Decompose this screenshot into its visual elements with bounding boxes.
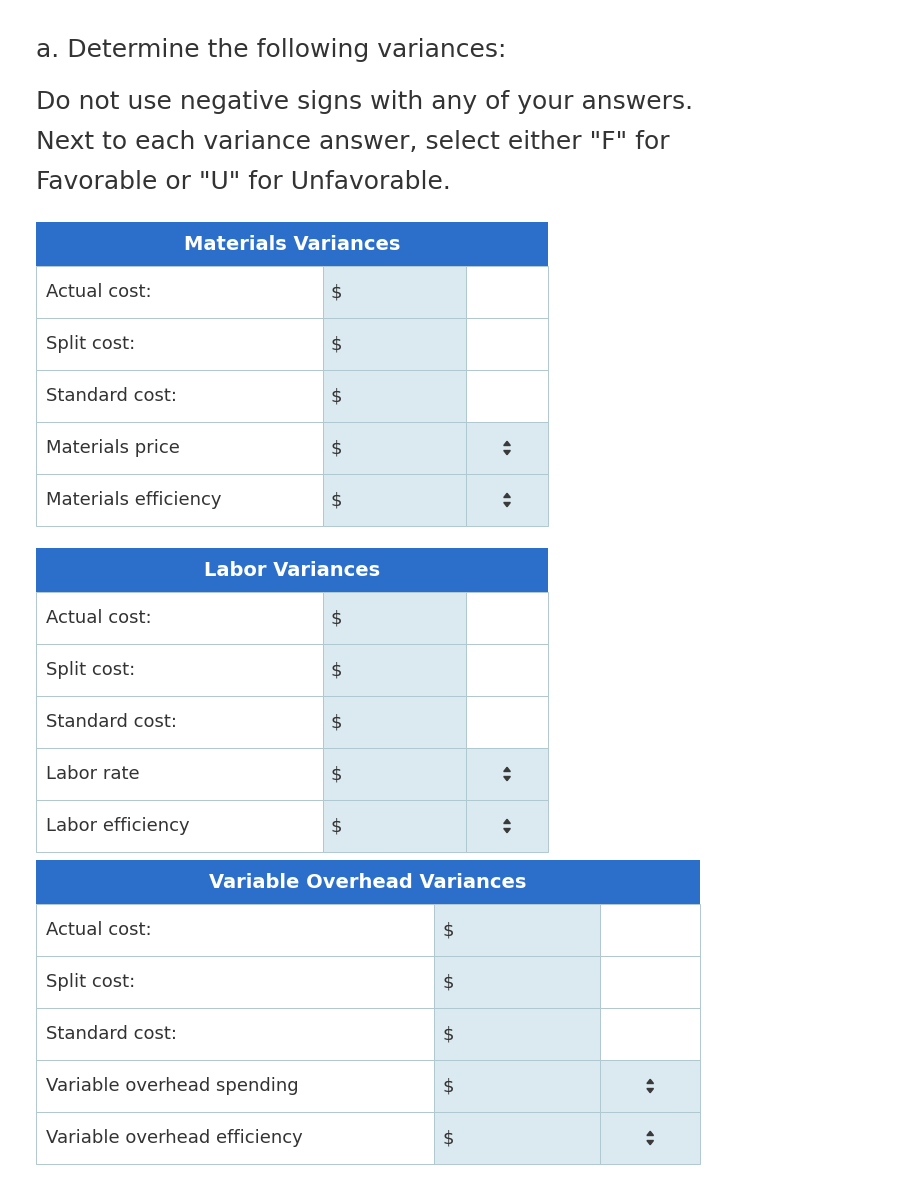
Text: Actual cost:: Actual cost: (46, 283, 152, 301)
Bar (466, 370, 548, 422)
Bar (322, 266, 466, 318)
Polygon shape (647, 1140, 654, 1145)
Text: $: $ (331, 766, 342, 782)
Bar (36, 370, 322, 422)
Bar (435, 1060, 601, 1112)
Polygon shape (504, 767, 510, 772)
Text: Materials Variances: Materials Variances (184, 234, 400, 253)
Bar (36, 222, 548, 266)
Text: $: $ (331, 491, 342, 509)
Polygon shape (504, 820, 510, 823)
Bar (36, 696, 322, 748)
Bar (36, 1060, 435, 1112)
Text: Labor rate: Labor rate (46, 766, 140, 782)
Polygon shape (647, 1088, 654, 1093)
Polygon shape (504, 442, 510, 445)
Bar (601, 1112, 700, 1164)
Bar (36, 1112, 435, 1164)
Text: $: $ (331, 283, 342, 301)
Polygon shape (504, 493, 510, 498)
Text: Split cost:: Split cost: (46, 973, 135, 991)
Bar (322, 748, 466, 800)
Bar (435, 956, 601, 1008)
Bar (322, 696, 466, 748)
Bar (466, 266, 548, 318)
Text: Favorable or "U" for Unfavorable.: Favorable or "U" for Unfavorable. (36, 170, 451, 194)
Text: Variable Overhead Variances: Variable Overhead Variances (209, 872, 527, 892)
Text: Materials efficiency: Materials efficiency (46, 491, 222, 509)
Polygon shape (647, 1132, 654, 1135)
Bar (466, 644, 548, 696)
Bar (322, 318, 466, 370)
Polygon shape (647, 1079, 654, 1084)
Bar (36, 592, 322, 644)
Text: Standard cost:: Standard cost: (46, 713, 177, 731)
Bar (322, 474, 466, 526)
Text: Actual cost:: Actual cost: (46, 608, 152, 626)
Text: Variable overhead spending: Variable overhead spending (46, 1078, 299, 1094)
Bar (601, 1060, 700, 1112)
Bar (466, 474, 548, 526)
Bar (435, 1112, 601, 1164)
Bar (435, 904, 601, 956)
Text: Materials price: Materials price (46, 439, 180, 457)
Bar (322, 422, 466, 474)
Text: Split cost:: Split cost: (46, 661, 135, 679)
Text: $: $ (443, 1078, 454, 1094)
Bar (36, 956, 435, 1008)
Bar (601, 904, 700, 956)
Bar (36, 800, 322, 852)
Text: $: $ (331, 817, 342, 835)
Bar (36, 1008, 435, 1060)
Text: Variable overhead efficiency: Variable overhead efficiency (46, 1129, 303, 1147)
Polygon shape (504, 503, 510, 506)
Text: $: $ (331, 713, 342, 731)
Text: Actual cost:: Actual cost: (46, 922, 152, 938)
Text: Standard cost:: Standard cost: (46, 386, 177, 404)
Bar (36, 266, 322, 318)
Text: Split cost:: Split cost: (46, 335, 135, 353)
Bar (435, 1008, 601, 1060)
Bar (36, 860, 700, 904)
Text: Do not use negative signs with any of your answers.: Do not use negative signs with any of yo… (36, 90, 693, 114)
Bar (322, 800, 466, 852)
Polygon shape (504, 828, 510, 833)
Bar (466, 748, 548, 800)
Bar (466, 318, 548, 370)
Text: $: $ (331, 661, 342, 679)
Bar (36, 904, 435, 956)
Polygon shape (504, 776, 510, 781)
Text: Standard cost:: Standard cost: (46, 1025, 177, 1043)
Bar (322, 644, 466, 696)
Text: $: $ (331, 608, 342, 626)
Text: Labor efficiency: Labor efficiency (46, 817, 190, 835)
Text: $: $ (443, 973, 454, 991)
Text: $: $ (331, 335, 342, 353)
Bar (322, 370, 466, 422)
Text: $: $ (331, 386, 342, 404)
Bar (466, 800, 548, 852)
Bar (601, 956, 700, 1008)
Polygon shape (504, 450, 510, 455)
Bar (466, 696, 548, 748)
Text: Labor Variances: Labor Variances (204, 560, 380, 580)
Bar (36, 748, 322, 800)
Bar (466, 592, 548, 644)
Bar (466, 422, 548, 474)
Bar (36, 548, 548, 592)
Text: a. Determine the following variances:: a. Determine the following variances: (36, 38, 507, 62)
Text: Next to each variance answer, select either "F" for: Next to each variance answer, select eit… (36, 130, 669, 154)
Text: $: $ (443, 1025, 454, 1043)
Bar (322, 592, 466, 644)
Bar (36, 474, 322, 526)
Text: $: $ (331, 439, 342, 457)
Bar (36, 644, 322, 696)
Bar (601, 1008, 700, 1060)
Bar (36, 318, 322, 370)
Text: $: $ (443, 1129, 454, 1147)
Text: $: $ (443, 922, 454, 938)
Bar (36, 422, 322, 474)
